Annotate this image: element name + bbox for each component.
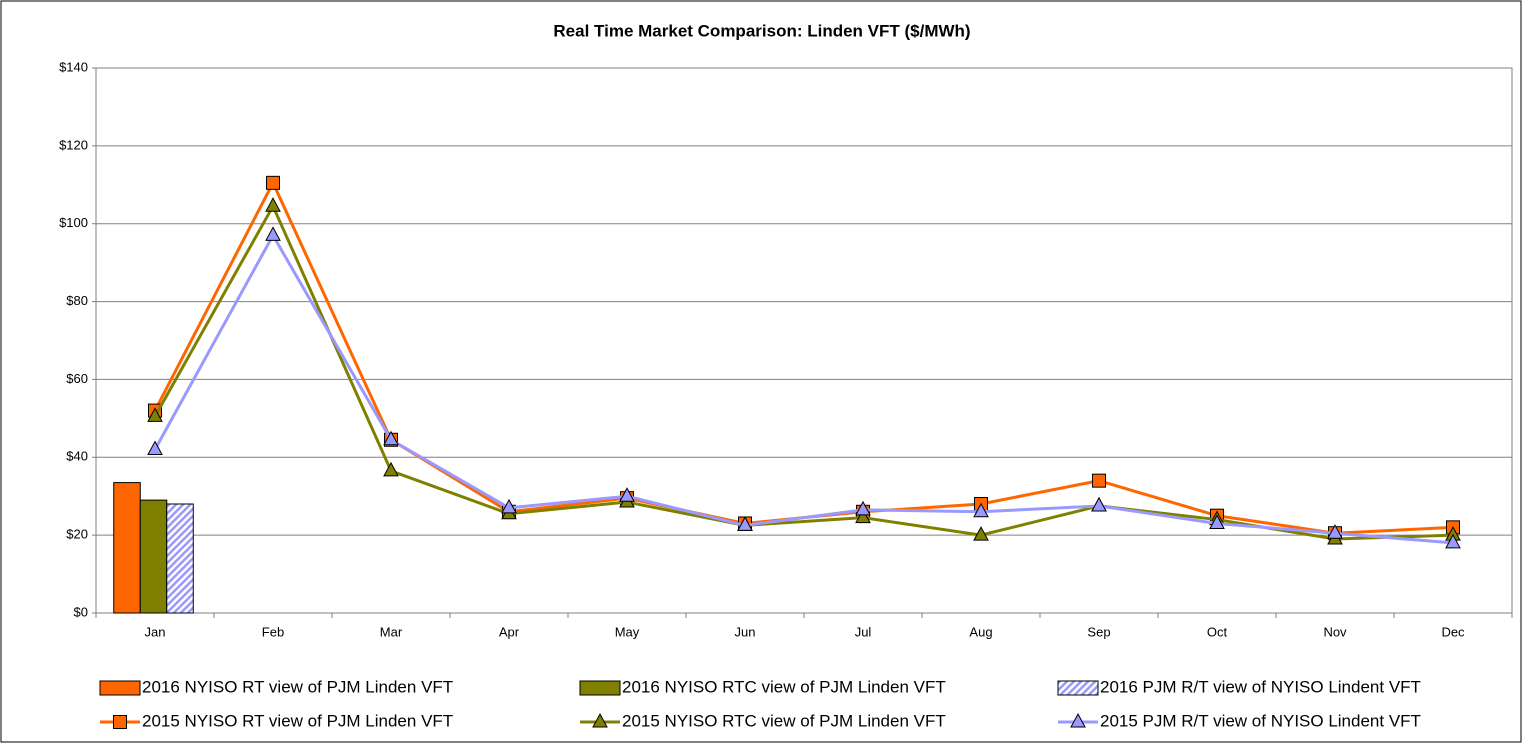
legend-label: 2016 NYISO RT view of PJM Linden VFT — [142, 677, 453, 696]
line — [153, 202, 1454, 541]
x-tick-label: Oct — [1207, 624, 1228, 639]
x-tick-label: Aug — [969, 624, 992, 639]
chart-title: Real Time Market Comparison: Linden VFT … — [553, 21, 970, 40]
x-tick-label: Jan — [145, 624, 166, 639]
point — [1209, 514, 1225, 529]
y-tick-label: $20 — [66, 527, 88, 542]
bar — [113, 482, 141, 614]
x-tick-label: Jul — [855, 624, 872, 639]
legend-label: 2016 PJM R/T view of NYISO Lindent VFT — [1100, 677, 1421, 696]
point — [383, 430, 399, 446]
x-tick-label: Feb — [262, 624, 284, 639]
legend-label: 2015 PJM R/T view of NYISO Lindent VFT — [1100, 711, 1421, 730]
bar — [166, 503, 194, 614]
point — [265, 226, 281, 241]
point — [265, 197, 281, 212]
legend-marker — [1070, 712, 1086, 728]
y-tick-label: $100 — [59, 215, 88, 230]
point — [1091, 496, 1107, 512]
point — [855, 508, 871, 524]
legend-swatch — [99, 680, 141, 696]
x-tick-label: Apr — [499, 624, 520, 639]
y-tick-label: $60 — [66, 371, 88, 386]
x-tick-label: May — [615, 624, 640, 639]
y-tick-label: $0 — [74, 604, 88, 619]
point — [619, 487, 635, 502]
x-tick-label: Mar — [380, 624, 403, 639]
y-tick-label: $80 — [66, 293, 88, 308]
y-tick-label: $40 — [66, 449, 88, 464]
point — [737, 516, 753, 531]
legend-swatch — [579, 680, 621, 696]
x-tick-label: Sep — [1087, 624, 1110, 639]
x-tick-label: Nov — [1323, 624, 1347, 639]
legend-marker — [592, 712, 608, 728]
point — [1092, 473, 1106, 488]
point — [1445, 533, 1461, 549]
point — [383, 461, 399, 477]
legend-label: 2016 NYISO RTC view of PJM Linden VFT — [622, 677, 946, 696]
point — [973, 526, 989, 541]
point — [266, 175, 280, 190]
bar — [139, 499, 168, 614]
point — [855, 500, 871, 516]
point — [501, 498, 517, 514]
legend-swatch — [1057, 680, 1099, 696]
point — [147, 440, 163, 455]
point — [973, 502, 989, 518]
legend-marker — [113, 715, 127, 729]
x-tick-label: Dec — [1441, 624, 1465, 639]
point — [147, 407, 163, 422]
legend-label: 2015 NYISO RTC view of PJM Linden VFT — [622, 711, 946, 730]
legend-label: 2015 NYISO RT view of PJM Linden VFT — [142, 711, 453, 730]
line — [153, 232, 1454, 545]
y-tick-label: $120 — [59, 137, 88, 152]
x-tick-label: Jun — [735, 624, 756, 639]
y-tick-label: $140 — [59, 59, 88, 74]
point — [1327, 524, 1343, 539]
